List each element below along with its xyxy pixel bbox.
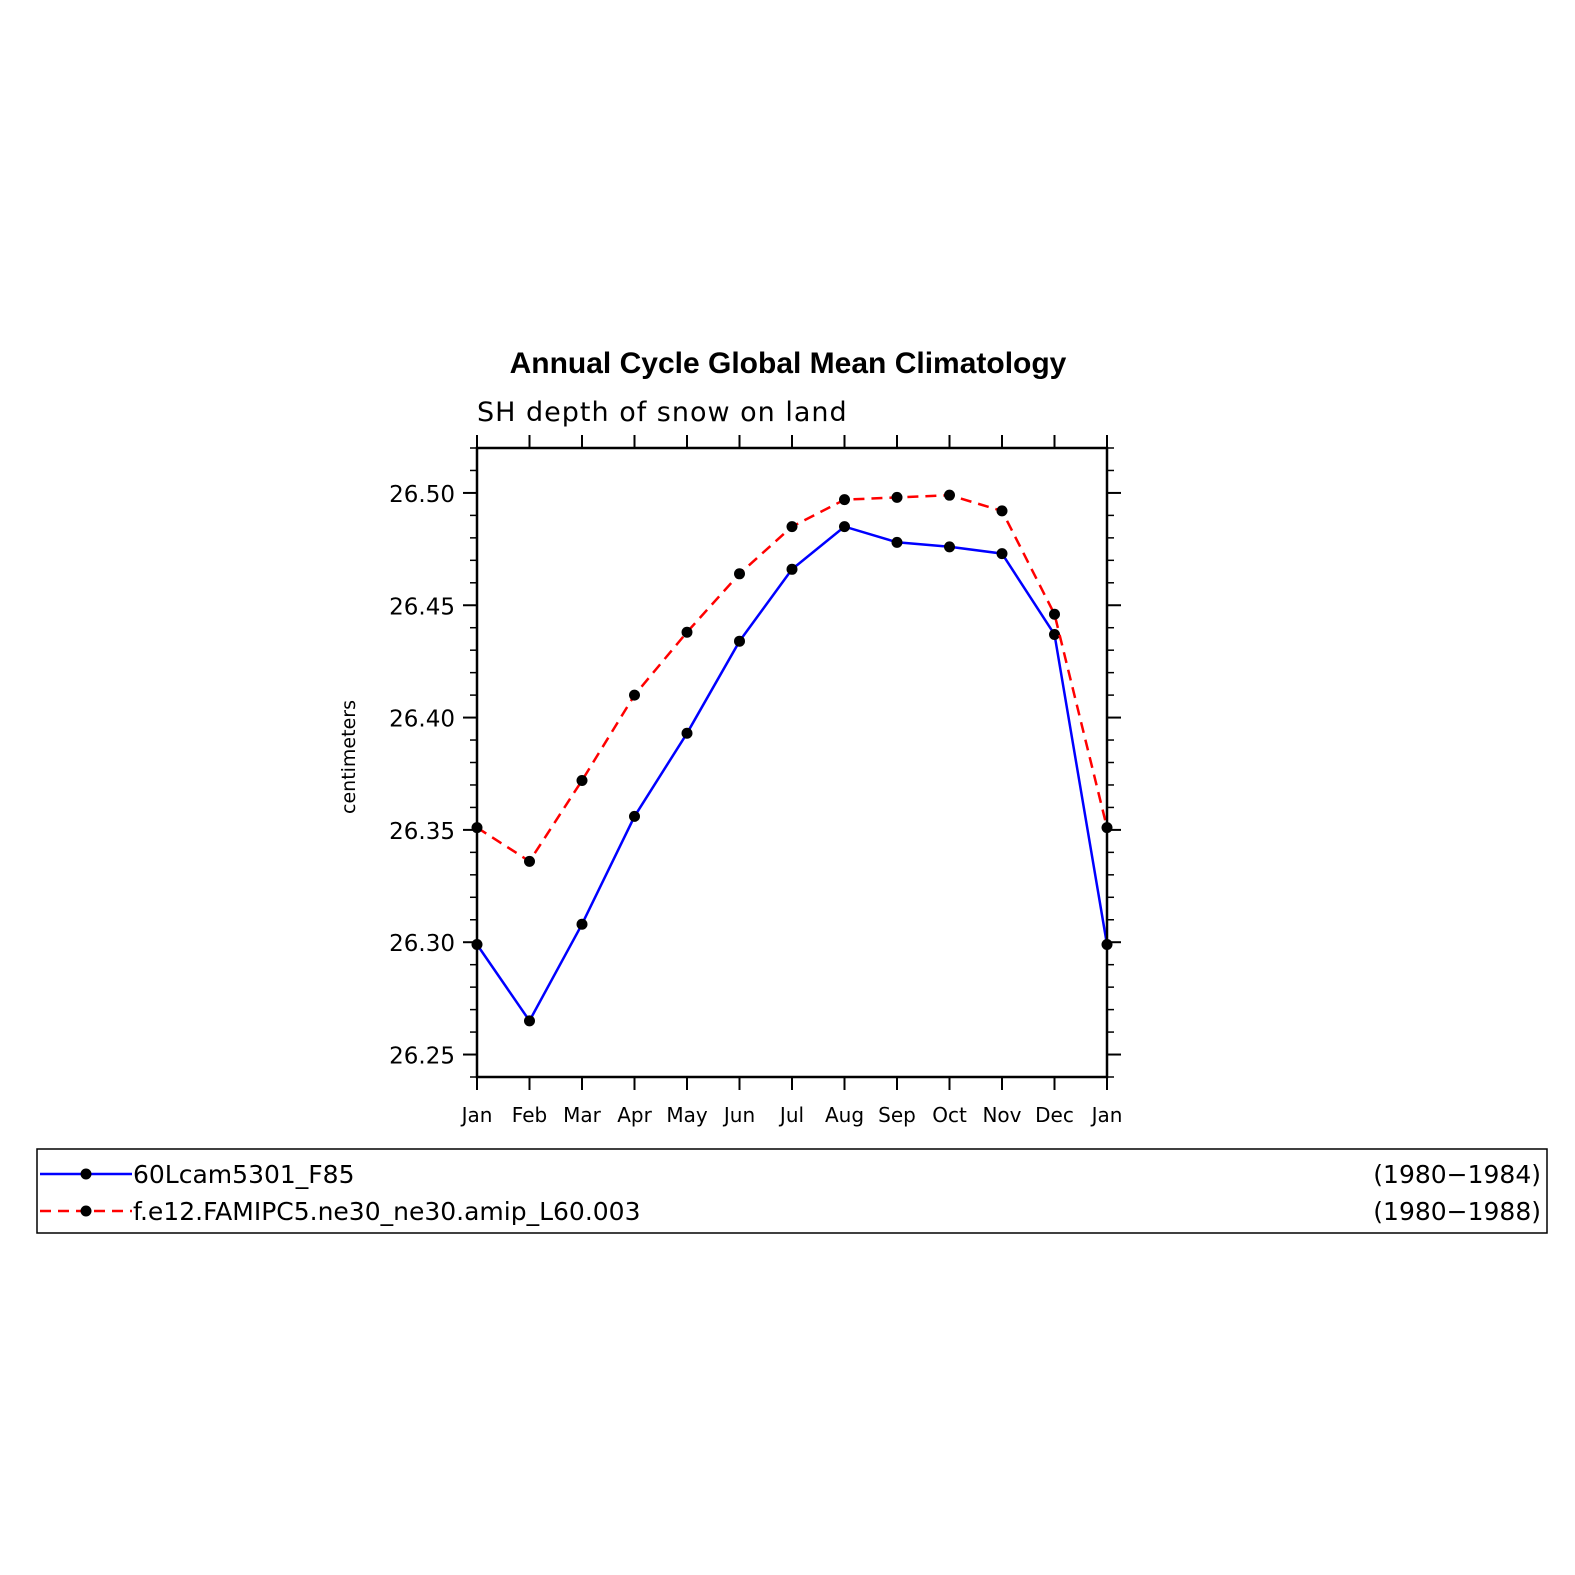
data-point-marker — [734, 568, 745, 580]
data-point-marker — [786, 563, 798, 575]
x-tick-label: Oct — [932, 1103, 967, 1127]
data-point-marker — [681, 626, 693, 638]
y-tick-label: 26.40 — [389, 707, 455, 733]
x-tick-label: Jan — [460, 1103, 493, 1127]
series-line — [475, 525, 1109, 1024]
data-point-marker — [681, 727, 693, 739]
legend-box — [36, 1148, 1548, 1234]
y-tick-label: 26.45 — [389, 594, 455, 620]
legend-series-name: f.e12.FAMIPC5.ne30_ne30.amip_L60.003 — [133, 1197, 641, 1226]
y-axis-label: centimeters — [338, 700, 360, 814]
series-line — [476, 493, 1109, 864]
legend-item: 60Lcam5301_F85 (1980−1984) — [40, 1160, 1541, 1189]
legend-swatch-marker — [80, 1205, 92, 1217]
data-point-marker — [996, 548, 1008, 560]
y-tick-label: 26.35 — [389, 819, 455, 845]
legend-series-name: 60Lcam5301_F85 — [133, 1160, 354, 1189]
data-point-marker — [891, 491, 903, 503]
data-point-marker — [524, 1015, 535, 1027]
x-tick-label: Nov — [982, 1103, 1021, 1127]
data-point-marker — [996, 505, 1008, 517]
legend-series-period: (1980−1984) — [1373, 1160, 1541, 1189]
x-tick-label: Apr — [617, 1103, 652, 1127]
data-point-marker — [1049, 628, 1060, 640]
x-tick-label: Aug — [825, 1103, 864, 1127]
data-point-marker — [944, 541, 955, 553]
data-point-marker — [1049, 608, 1060, 620]
plot-frame — [475, 446, 1109, 1079]
data-point-marker — [839, 521, 850, 533]
x-tick-label: Jun — [722, 1103, 755, 1127]
chart-title: Annual Cycle Global Mean Climatology — [510, 347, 1067, 380]
data-point-marker — [629, 810, 640, 822]
legend-swatch-marker — [80, 1168, 92, 1180]
series-layer — [471, 489, 1113, 1027]
x-tick-label: Mar — [563, 1103, 602, 1127]
data-point-marker — [944, 489, 955, 501]
chart-subtitle: SH depth of snow on land — [477, 397, 848, 428]
x-tick-label: May — [666, 1103, 708, 1127]
x-tick-label: Jul — [778, 1103, 804, 1127]
data-point-marker — [891, 536, 903, 548]
x-tick-label: Feb — [512, 1103, 547, 1127]
x-tick-label: Dec — [1035, 1103, 1074, 1127]
data-point-marker — [839, 494, 850, 506]
data-point-marker — [576, 774, 588, 786]
data-point-marker — [576, 918, 588, 930]
legend-item: f.e12.FAMIPC5.ne30_ne30.amip_L60.003 (19… — [40, 1197, 1541, 1226]
data-point-marker — [629, 689, 640, 701]
legend: 60Lcam5301_F85 (1980−1984) f.e12.FAMIPC5… — [36, 1148, 1548, 1234]
data-point-marker — [786, 521, 798, 533]
x-tick-label: Jan — [1090, 1103, 1123, 1127]
y-tick-label: 26.25 — [389, 1044, 455, 1070]
y-tick-label: 26.50 — [389, 482, 455, 508]
y-tick-label: 26.30 — [389, 931, 455, 957]
legend-series-period: (1980−1988) — [1373, 1197, 1541, 1226]
x-tick-label: Sep — [878, 1103, 916, 1127]
data-point-marker — [524, 855, 535, 867]
axis-ticks: Jan Feb Mar Apr May Jun Jul Aug Sep Oct Nov Dec Jan 2… — [389, 435, 1122, 1127]
data-point-marker — [734, 635, 745, 647]
